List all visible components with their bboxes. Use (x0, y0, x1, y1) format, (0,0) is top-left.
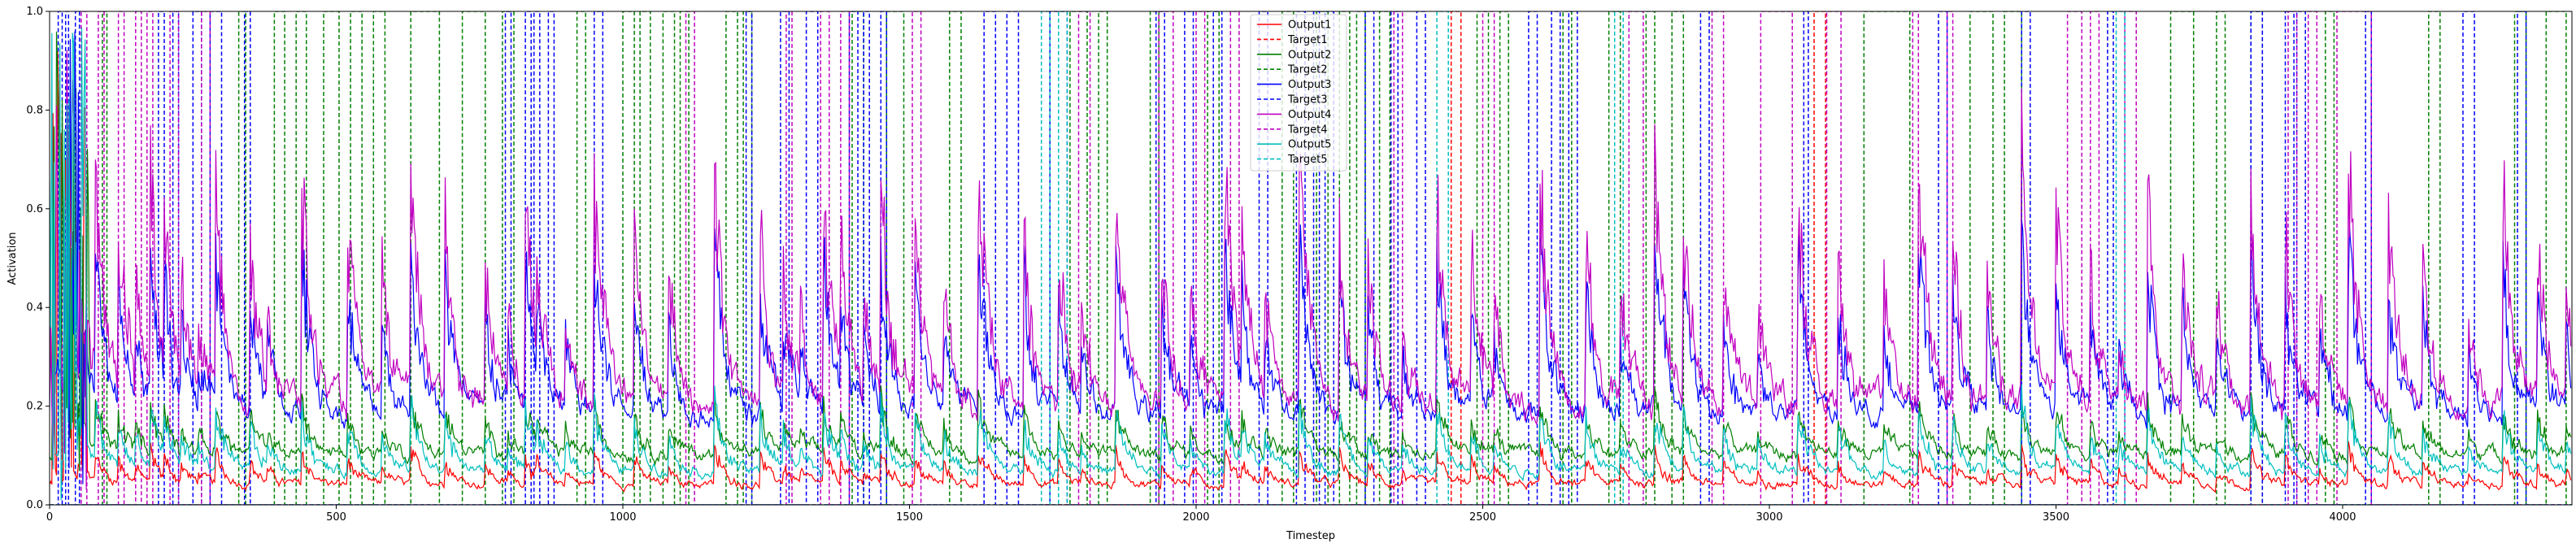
series-line-output3 (50, 31, 2572, 485)
y-tick-label: 0.8 (26, 104, 43, 116)
legend: Output1 Target1 Output2 Target2 Output3 Targe… (1250, 14, 1347, 172)
legend-label: Target2 (1287, 64, 1328, 76)
x-tick-label: 1000 (609, 511, 636, 524)
legend-label: Output3 (1288, 79, 1331, 91)
y-axis: 0.0 0.2 0.4 0.6 0.8 1.0 (26, 6, 50, 511)
plot-frame (49, 11, 2573, 506)
series-layer (50, 11, 2572, 505)
legend-label: Output2 (1288, 49, 1331, 61)
legend-label: Target3 (1287, 94, 1328, 106)
y-tick-label: 0.2 (26, 401, 43, 413)
series-line-output5 (50, 28, 2572, 501)
y-tick-label: 0.6 (26, 203, 43, 215)
legend-label: Target5 (1287, 154, 1328, 166)
x-tick-label: 2000 (1182, 511, 1209, 524)
series-line-output2 (50, 31, 2572, 472)
legend-label: Output4 (1288, 109, 1331, 121)
x-tick-label: 0 (46, 511, 53, 524)
y-tick-label: 1.0 (26, 6, 43, 18)
x-tick-label: 4000 (2329, 511, 2356, 524)
x-axis-label: Timestep (1286, 530, 1335, 542)
x-tick-label: 3500 (2043, 511, 2069, 524)
series-line-output4 (50, 50, 2572, 490)
series-line-output1 (50, 51, 2572, 493)
series-line-target5 (50, 11, 2572, 505)
x-axis: 0 500 1000 1500 2000 2500 3000 3500 4000 (46, 505, 2356, 524)
legend-label: Target1 (1287, 34, 1328, 46)
legend-label: Target4 (1287, 124, 1328, 136)
legend-label: Output5 (1288, 139, 1331, 151)
x-tick-label: 500 (326, 511, 346, 524)
series-line-target1 (50, 11, 2572, 505)
legend-label: Output1 (1288, 20, 1331, 32)
x-tick-label: 1500 (896, 511, 923, 524)
y-tick-label: 0.4 (26, 302, 43, 314)
x-tick-label: 2500 (1469, 511, 1496, 524)
y-tick-label: 0.0 (26, 499, 43, 511)
x-tick-label: 3000 (1756, 511, 1782, 524)
y-axis-label: Activation (7, 232, 19, 285)
